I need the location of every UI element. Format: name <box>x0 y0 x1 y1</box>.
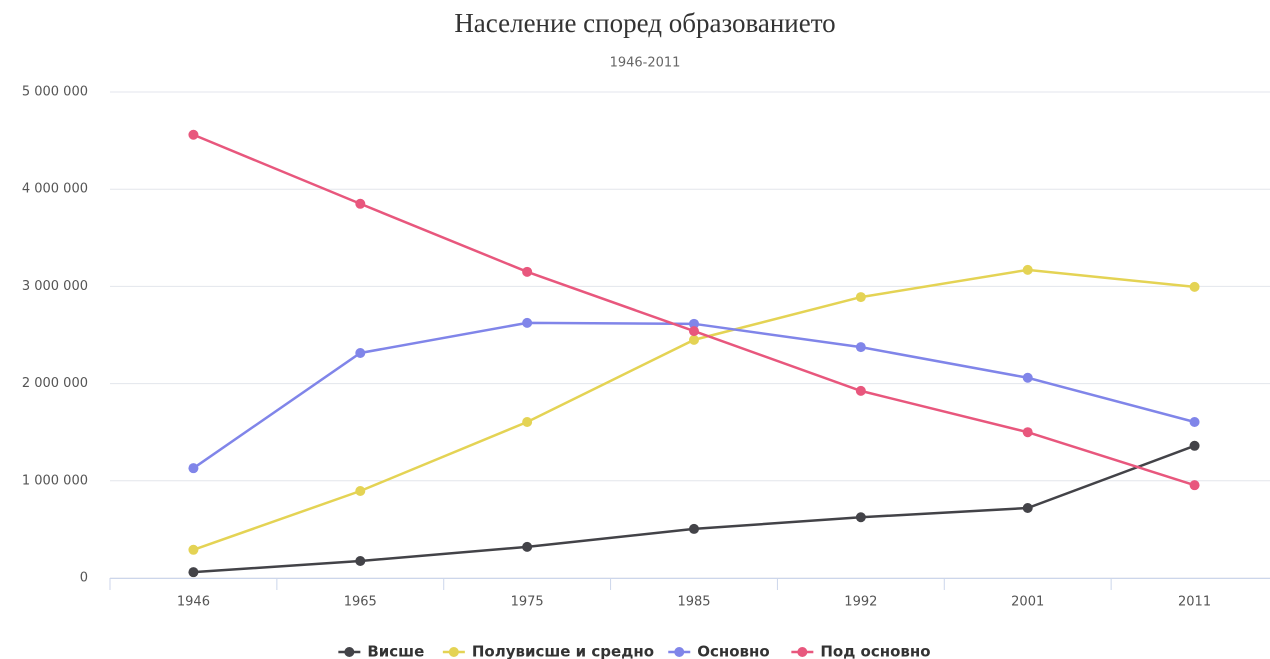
point <box>1022 372 1033 383</box>
y-tick-label: 2 000 000 <box>22 376 88 391</box>
point <box>522 416 533 427</box>
series-line <box>193 444 1196 574</box>
point <box>1022 427 1033 438</box>
point <box>1189 440 1200 451</box>
y-tick-label: 3 000 000 <box>22 279 88 294</box>
y-tick-label: 0 <box>80 571 88 586</box>
point <box>1022 503 1033 514</box>
legend-marker <box>797 647 808 657</box>
legend-label: Висше <box>367 643 424 659</box>
point <box>1022 264 1033 275</box>
y-tick-label: 4 000 000 <box>22 182 88 197</box>
point <box>188 129 199 140</box>
point <box>355 486 366 497</box>
point <box>522 317 533 328</box>
point <box>689 318 699 329</box>
point <box>355 198 366 209</box>
legend-marker <box>448 647 459 657</box>
point <box>188 463 199 474</box>
point <box>1189 416 1200 427</box>
point <box>689 326 699 337</box>
x-tick-label: 2001 <box>1011 595 1044 610</box>
chart-subtitle: 1946-2011 <box>610 56 681 71</box>
point <box>855 512 866 523</box>
point <box>522 266 533 277</box>
point <box>855 385 866 396</box>
point <box>689 334 699 345</box>
legend-label: Полувисше и средно <box>472 643 654 659</box>
x-tick-label: 1992 <box>844 595 877 610</box>
point <box>855 342 866 353</box>
x-tick-label: 1975 <box>511 595 544 610</box>
x-tick-label: 1965 <box>344 595 377 610</box>
point <box>355 555 366 566</box>
point <box>1189 480 1200 491</box>
x-tick-label: 1946 <box>177 595 210 610</box>
series-line <box>192 133 1195 487</box>
point <box>188 544 199 555</box>
y-tick-label: 5 000 000 <box>22 85 88 100</box>
point <box>1189 281 1200 292</box>
x-tick-label: 2011 <box>1178 595 1211 610</box>
legend-marker <box>344 647 355 657</box>
legend-label: Под основно <box>820 643 930 659</box>
x-tick-label: 1985 <box>677 595 710 610</box>
series-line <box>193 268 1195 551</box>
legend-marker <box>674 647 685 657</box>
y-tick-label: 1 000 000 <box>22 473 88 488</box>
point <box>355 347 366 358</box>
point <box>689 523 699 534</box>
chart-title: Население според образованието <box>454 8 835 38</box>
legend-label: Основно <box>697 643 769 659</box>
point <box>855 292 866 303</box>
point <box>188 567 199 578</box>
point <box>522 541 533 552</box>
